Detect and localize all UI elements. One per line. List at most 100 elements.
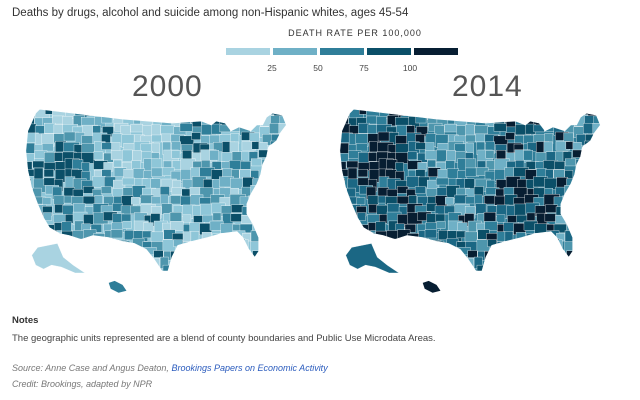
map-region	[497, 248, 511, 263]
map-region	[484, 195, 497, 205]
map-region	[279, 168, 287, 178]
map-region	[582, 250, 600, 260]
map-region	[81, 117, 97, 126]
map-region	[190, 109, 199, 123]
map-region	[183, 248, 197, 263]
map-region	[426, 188, 438, 197]
map-region	[279, 133, 287, 147]
map-region	[130, 109, 145, 119]
map-region	[41, 231, 57, 244]
map-region	[367, 195, 379, 205]
map-region	[143, 256, 154, 265]
map-region	[102, 260, 113, 268]
map-region	[484, 221, 498, 231]
map-region	[554, 161, 565, 170]
map-region	[232, 238, 246, 249]
map-region	[376, 238, 391, 247]
map-region	[31, 212, 41, 222]
map-region	[583, 187, 594, 199]
map-region	[595, 229, 601, 240]
map-region	[368, 204, 378, 214]
us-border-2000	[25, 108, 287, 272]
map-region	[397, 239, 408, 252]
map-region	[457, 256, 468, 265]
map-region	[212, 233, 225, 246]
map-region	[170, 259, 186, 269]
source-link[interactable]: Brookings Papers on Economic Activity	[171, 363, 328, 373]
map-region	[53, 267, 64, 272]
us-border-2014	[339, 108, 601, 272]
notes-text: The geographic units represented are a b…	[12, 333, 436, 344]
us-map-2014	[339, 108, 601, 293]
map-region	[426, 202, 437, 212]
map-region	[160, 125, 175, 135]
map-region	[339, 240, 349, 255]
map-region	[583, 259, 596, 271]
map-region	[279, 160, 287, 171]
map-region	[230, 247, 241, 258]
legend-tick-50: 50	[313, 63, 323, 73]
map-region	[269, 259, 282, 271]
map-region	[122, 220, 132, 229]
map-region	[222, 256, 238, 266]
map-region	[576, 214, 586, 224]
map-region	[25, 142, 35, 154]
map-region	[260, 241, 272, 251]
map-region	[515, 238, 532, 251]
map-region	[209, 259, 224, 272]
source-line: Source: Anne Case and Angus Deaton, Broo…	[12, 363, 328, 373]
map-region	[100, 186, 112, 194]
map-region	[576, 267, 587, 272]
legend-swatch-5	[414, 48, 458, 55]
map-region	[526, 212, 536, 221]
map-region	[270, 140, 283, 149]
map-region	[346, 220, 361, 235]
map-region	[272, 241, 281, 252]
map-region	[543, 114, 557, 125]
map-region	[262, 250, 275, 258]
map-region	[592, 267, 601, 272]
us-map-2000	[25, 108, 287, 293]
map-region	[93, 151, 104, 161]
map-region	[242, 109, 255, 114]
map-region	[200, 250, 213, 262]
map-region	[150, 266, 159, 272]
map-region	[25, 212, 34, 227]
map-region	[494, 109, 507, 119]
map-region	[457, 267, 473, 272]
map-region	[584, 178, 600, 192]
map-region	[437, 109, 451, 115]
map-region	[562, 114, 575, 123]
map-region	[153, 109, 165, 115]
map-region	[42, 197, 52, 206]
map-region	[494, 195, 507, 206]
map-region	[229, 258, 245, 271]
map-region	[576, 223, 592, 234]
map-region	[346, 160, 359, 169]
map-region	[572, 149, 586, 158]
map-region	[81, 248, 99, 259]
map-region	[407, 151, 418, 161]
map-region	[153, 250, 164, 258]
map-region	[357, 177, 369, 186]
map-region	[82, 186, 95, 194]
map-region	[574, 179, 590, 192]
map-region	[241, 206, 255, 216]
map-region	[262, 170, 277, 180]
map-region	[414, 186, 426, 194]
map-region	[594, 179, 601, 192]
map-region	[444, 109, 459, 119]
map-region	[268, 159, 285, 171]
map-region	[465, 257, 475, 272]
map-region	[100, 247, 113, 259]
map-region	[536, 256, 552, 266]
map-region	[514, 250, 527, 262]
map-region	[123, 109, 137, 115]
map-region	[407, 267, 422, 272]
map-region	[523, 150, 533, 161]
map-region	[583, 204, 600, 216]
map-region	[84, 109, 100, 116]
map-region	[339, 232, 352, 245]
map-region	[566, 206, 583, 216]
map-region	[465, 158, 477, 169]
